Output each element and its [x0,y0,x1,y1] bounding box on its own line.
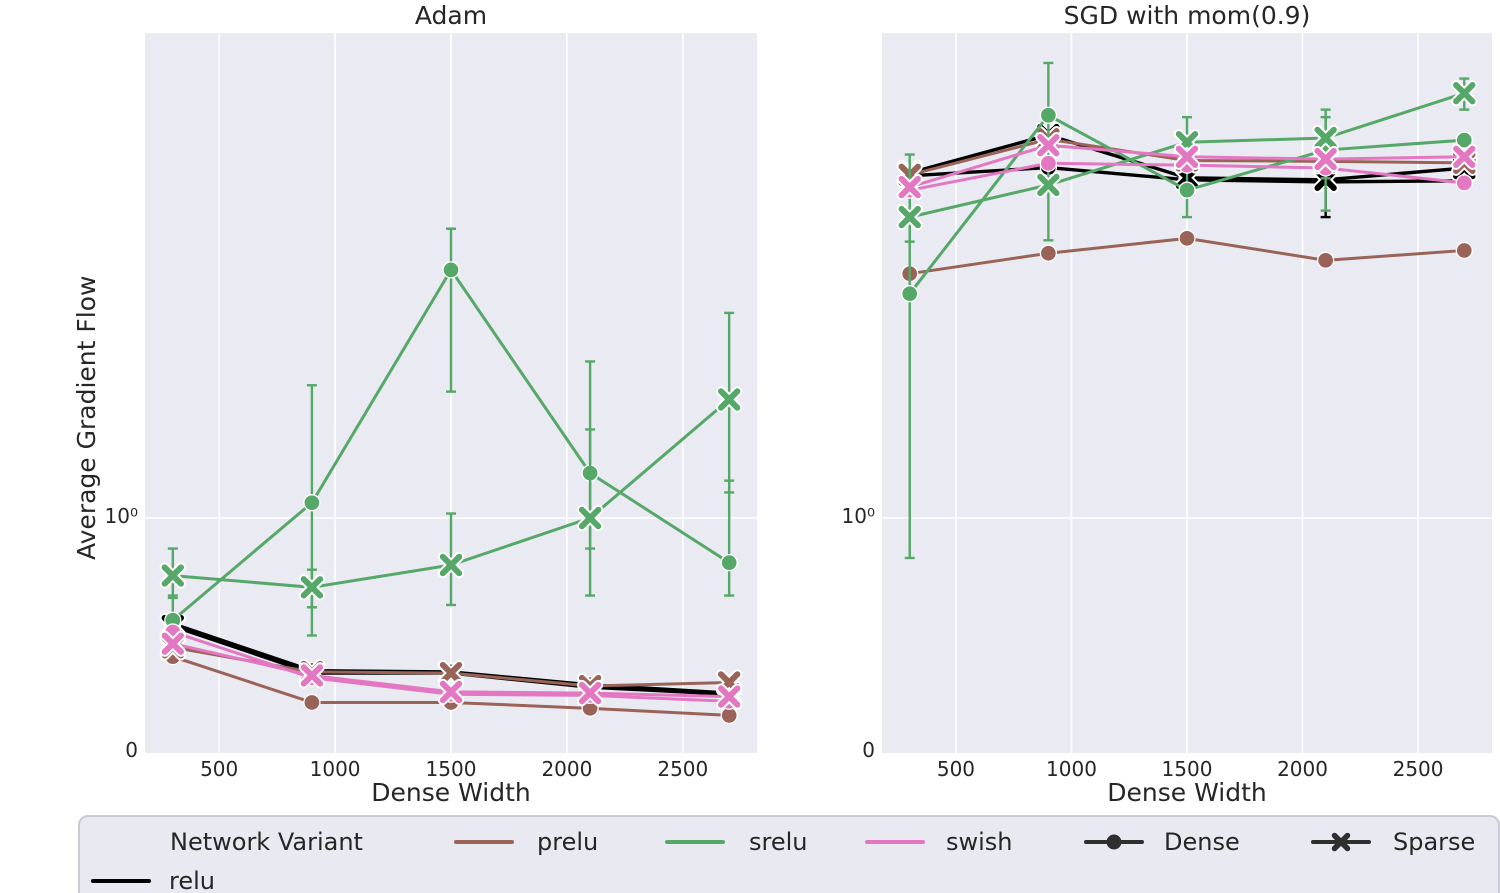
x-tick-2000-plot0: 2000 [541,757,593,781]
legend-item-sparse: Sparse [1311,828,1475,856]
legend-label: Sparse [1393,828,1476,856]
subplot-1 [882,33,1492,753]
x-tick-1000-plot1: 1000 [1046,757,1097,781]
legend-swatch-swish [865,840,925,844]
legend-label: Dense [1164,828,1240,856]
legend-item-relu: relu [91,867,215,893]
legend-title-text: Network Variant [170,828,363,856]
plot-title-adam: Adam [414,1,488,30]
series-swish-sparse [159,630,743,710]
x-tick-2500-plot0: 2500 [657,757,709,781]
legend-title: Network Variant [170,828,363,856]
legend-swatch-srelu [665,840,725,844]
x-tick-2500-plot1: 2500 [1392,757,1444,781]
x-tick-500-plot1: 500 [936,757,976,781]
y-tick-1-right: 10⁰ [841,504,875,528]
legend-label: swish [946,828,1013,856]
series-swish-sparse [896,132,1478,201]
x-tick-500-plot0: 500 [200,757,239,781]
legend-label: srelu [749,828,808,856]
y-tick-0-left: 0 [125,738,138,762]
x-tick-1500-plot1: 1500 [1161,757,1213,781]
legend-label: relu [169,867,215,893]
x-tick-2000-plot1: 2000 [1277,757,1328,781]
legend-swatch-Sparse [1311,832,1371,852]
legend-label: prelu [537,828,599,856]
legend-item-srelu: srelu [665,828,808,856]
plot-title-sgd: SGD with mom(0.9) [1063,1,1311,30]
series-srelu-sparse [159,311,743,609]
x-axis-label-right: Dense Width [1107,778,1267,807]
legend-swatch-Dense [1084,834,1144,850]
legend-item-prelu: prelu [454,828,598,856]
series-srelu-sparse [896,77,1478,243]
x-tick-1000-plot0: 1000 [309,757,361,781]
x-axis-label-left: Dense Width [371,778,531,807]
legend-swatch-relu [91,879,151,883]
y-tick-0-right: 0 [862,738,875,762]
subplot-0 [145,33,757,753]
series-srelu-dense [164,227,738,642]
series-prelu-dense [901,229,1473,283]
legend-item-swish: swish [865,828,1013,856]
x-tick-1500-plot0: 1500 [425,757,477,781]
y-tick-1-left: 10⁰ [104,504,138,528]
legend: Network Variant prelu srelu swish Dense Spars… [78,815,1500,893]
legend-item-dense: Dense [1084,828,1240,856]
legend-swatch-prelu [454,840,514,844]
